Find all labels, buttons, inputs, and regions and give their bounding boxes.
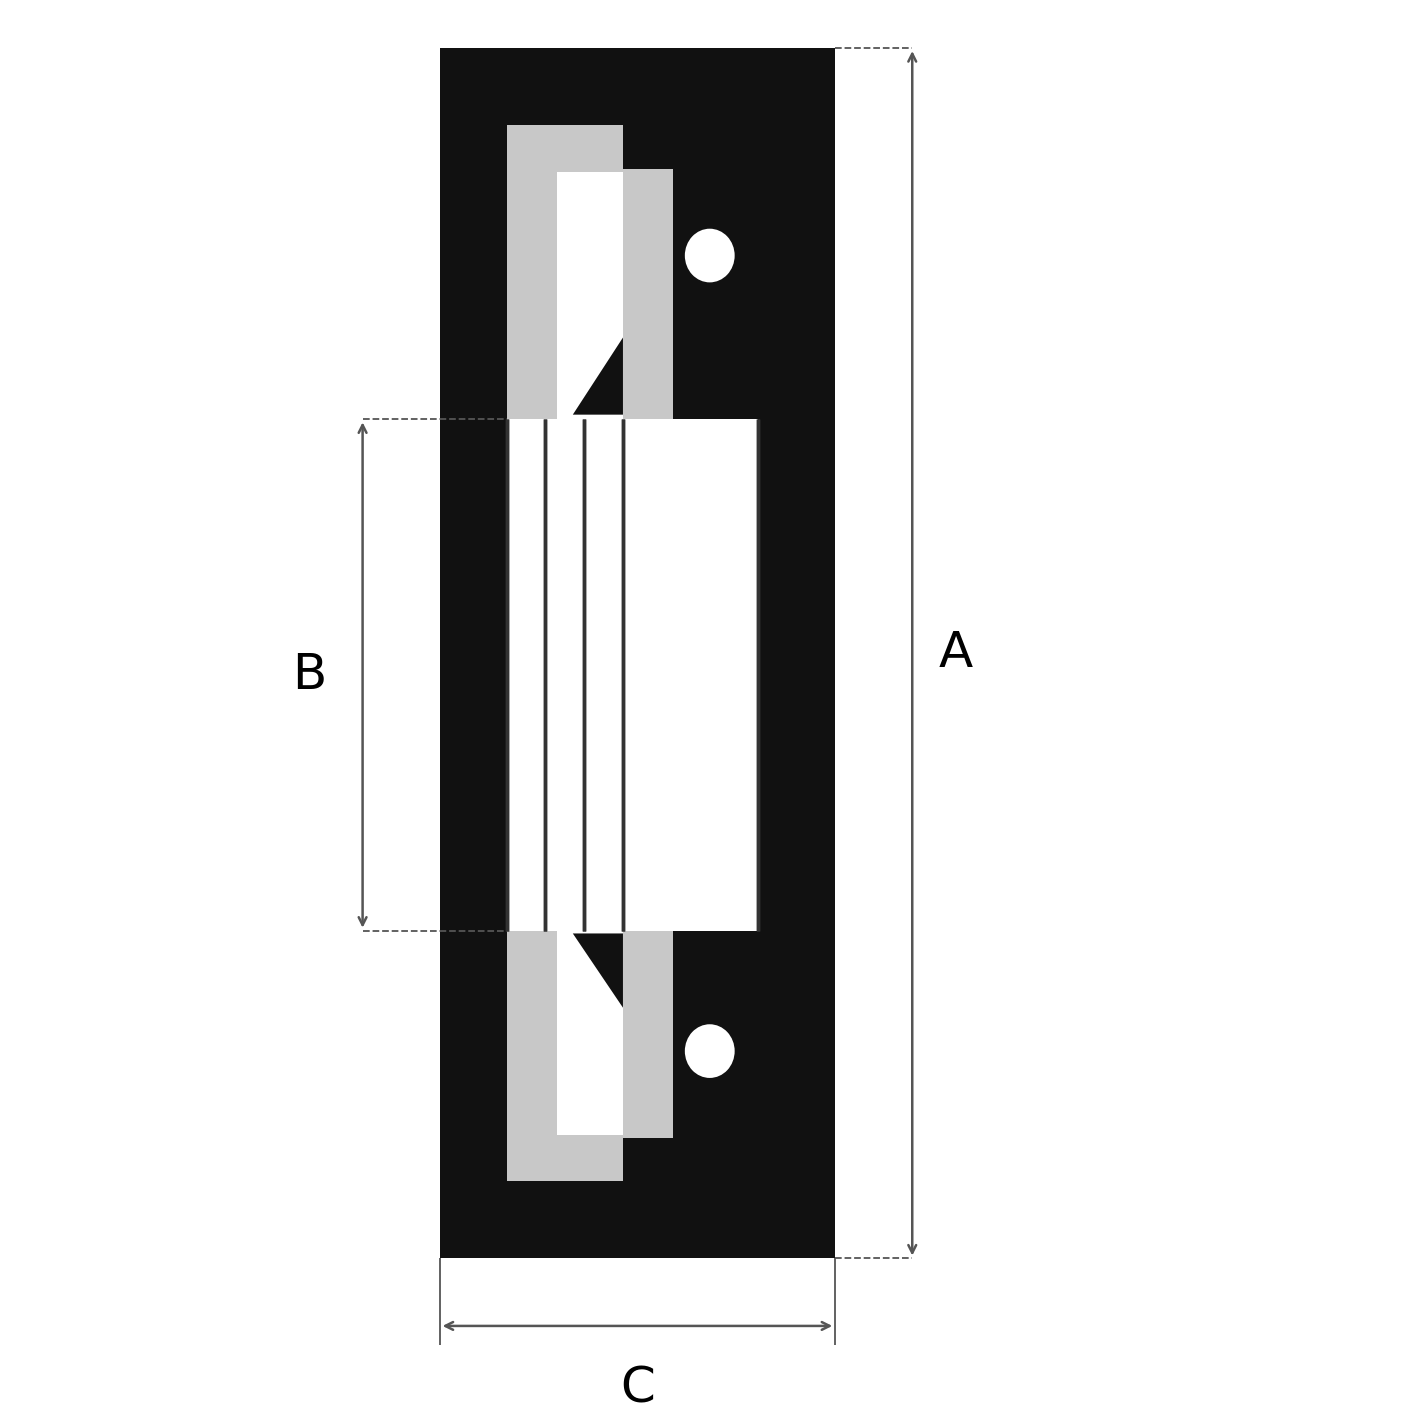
Text: A: A bbox=[939, 628, 973, 676]
Polygon shape bbox=[508, 931, 623, 1181]
Ellipse shape bbox=[683, 1022, 737, 1080]
Polygon shape bbox=[623, 125, 758, 169]
Polygon shape bbox=[508, 125, 623, 419]
Polygon shape bbox=[623, 169, 673, 419]
Ellipse shape bbox=[683, 226, 737, 284]
Polygon shape bbox=[440, 48, 835, 125]
Polygon shape bbox=[623, 931, 758, 1137]
Polygon shape bbox=[508, 931, 557, 1135]
Text: C: C bbox=[620, 1365, 655, 1406]
Polygon shape bbox=[440, 931, 508, 1181]
Polygon shape bbox=[623, 169, 758, 419]
Text: B: B bbox=[292, 651, 326, 699]
Polygon shape bbox=[508, 172, 557, 419]
Polygon shape bbox=[440, 1181, 835, 1258]
Polygon shape bbox=[758, 419, 835, 931]
Polygon shape bbox=[623, 931, 673, 1137]
Polygon shape bbox=[508, 125, 623, 172]
Polygon shape bbox=[623, 931, 758, 1137]
Polygon shape bbox=[508, 1135, 623, 1181]
Polygon shape bbox=[758, 931, 835, 1181]
Polygon shape bbox=[623, 1137, 758, 1181]
Polygon shape bbox=[440, 125, 508, 419]
Polygon shape bbox=[572, 337, 623, 415]
Polygon shape bbox=[758, 48, 835, 419]
Polygon shape bbox=[623, 419, 758, 931]
Polygon shape bbox=[673, 169, 758, 419]
Polygon shape bbox=[673, 931, 758, 1137]
Polygon shape bbox=[572, 934, 623, 1008]
Polygon shape bbox=[440, 419, 508, 931]
Polygon shape bbox=[508, 419, 623, 931]
Polygon shape bbox=[623, 169, 758, 419]
